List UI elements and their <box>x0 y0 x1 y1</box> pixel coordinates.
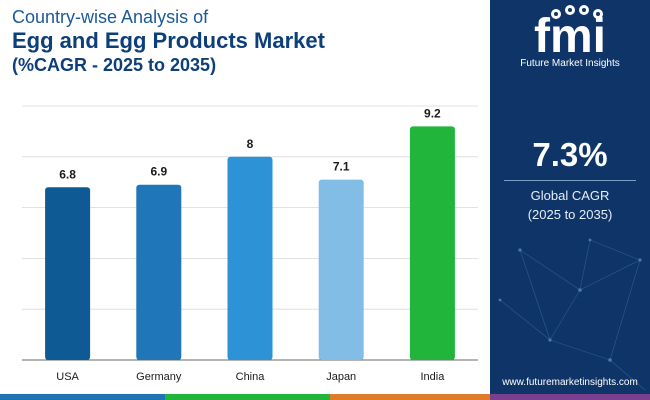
bar-segment-green <box>165 394 330 400</box>
svg-text:fmi: fmi <box>534 10 606 63</box>
title-line-2: Egg and Egg Products Market <box>12 28 325 53</box>
bar-segment-orange <box>330 394 490 400</box>
value-label-germany: 6.9 <box>150 165 167 179</box>
network-graphic <box>498 238 646 391</box>
title-line-3: (%CAGR - 2025 to 2035) <box>12 55 217 75</box>
x-tick-china: China <box>236 371 266 383</box>
bar-segment-purple <box>490 394 650 400</box>
bar-chart: 6.8 USA 6.9 Germany 8 China 7.1 Japan 9.2 India <box>22 105 478 383</box>
value-label-japan: 7.1 <box>333 160 350 174</box>
title-line-1: Country-wise Analysis of <box>12 7 209 27</box>
bar-japan <box>318 179 364 360</box>
bar-china <box>227 156 273 360</box>
kpi-label-line-1: Global CAGR <box>530 188 610 203</box>
bar-india <box>409 126 455 360</box>
bar-germany <box>136 184 182 360</box>
bottom-color-bar <box>0 394 650 400</box>
fmi-logo: fmi <box>534 5 606 63</box>
value-label-usa: 6.8 <box>59 167 76 181</box>
kpi-divider <box>504 180 636 181</box>
x-tick-india: India <box>420 371 445 383</box>
global-cagr-label: Global CAGR (2025 to 2035) <box>490 186 650 224</box>
x-tick-germany: Germany <box>136 371 182 383</box>
value-label-china: 8 <box>247 137 254 151</box>
value-label-india: 9.2 <box>424 106 441 120</box>
kpi-label-line-2: (2025 to 2035) <box>527 207 613 222</box>
title-block: Country-wise Analysis of Egg and Egg Pro… <box>12 6 492 76</box>
bar-segment-blue <box>0 394 165 400</box>
bar-usa <box>45 187 91 360</box>
website-url: www.futuremarketinsights.com <box>502 377 638 388</box>
global-cagr-value: 7.3% <box>532 136 608 173</box>
logo-subtitle: Future Market Insights <box>520 58 620 69</box>
x-tick-usa: USA <box>56 371 79 383</box>
x-tick-japan: Japan <box>326 371 356 383</box>
sidebar-panel: fmi Future Market Insights 7.3% Global C… <box>490 0 650 400</box>
